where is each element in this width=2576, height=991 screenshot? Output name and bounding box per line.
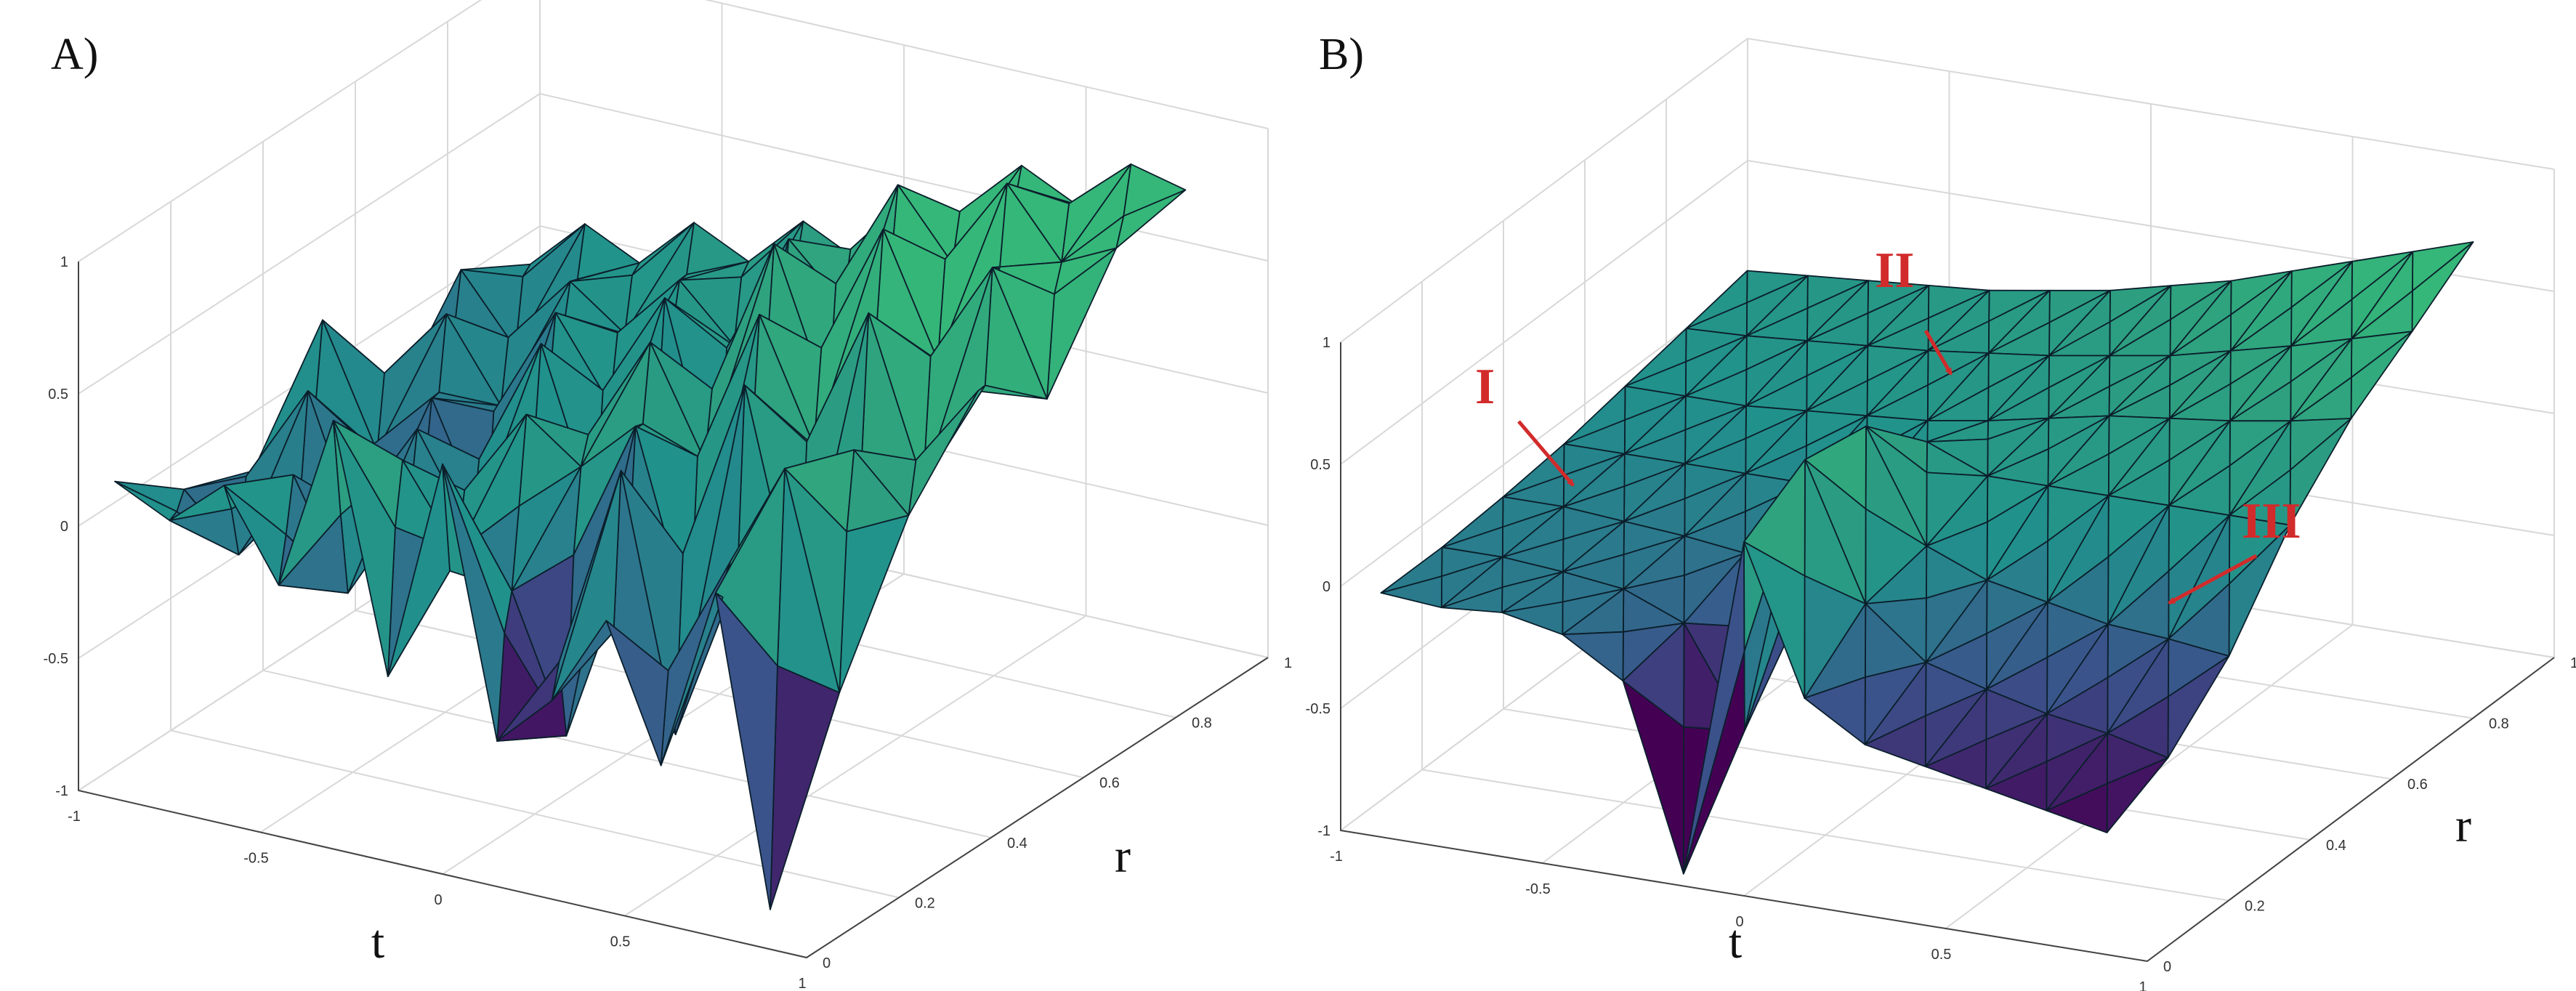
panel-b-z-tick-label: 1 <box>1323 335 1331 351</box>
panel-a-surface-facet <box>169 485 233 522</box>
panel-a-y-tick-label: 0.4 <box>1007 836 1027 852</box>
panel-b-y-axis-label: r <box>2455 799 2471 852</box>
panel-a-z-tick-label: 1 <box>60 254 68 270</box>
panel-a-grid-line <box>78 0 1269 262</box>
annotation-i-arrow <box>1517 420 1575 487</box>
panel-b-surface-facet <box>2046 782 2108 833</box>
panel-b-surface-facet <box>1985 761 2048 812</box>
panel-b-axis-frame <box>1340 342 2555 963</box>
panel-a-x-tick-label: 0 <box>434 892 442 908</box>
panel-a-y-tick-label: 0.8 <box>1192 716 1212 732</box>
annotation-ii-arrow <box>1923 329 1953 376</box>
panel-b-y-tick-label: 0.4 <box>2326 838 2346 854</box>
panel-a-axis-frame <box>78 262 1269 959</box>
panel-a-grid-line <box>262 669 992 838</box>
annotation-i-label: I <box>1475 359 1495 415</box>
panel-b-grid-line <box>1503 708 2311 841</box>
panel-b-surface <box>1380 241 2474 875</box>
panel-a-z-tick-label: -1 <box>55 783 68 799</box>
annotation-ii: II <box>1875 243 1953 376</box>
panel-a-surface-facet <box>442 463 506 742</box>
panel-b-surface-facet <box>1743 541 1806 699</box>
panel-b-y-tick-label: 0 <box>2163 959 2171 975</box>
panel-a-z-tick-label: -0.5 <box>44 651 68 667</box>
panel-a-x-tick-label: 1 <box>798 976 806 991</box>
panel-a-surface-facet <box>387 463 451 677</box>
panel-a-y-tick-label: 0.2 <box>915 895 935 911</box>
panel-a-surface-facet <box>770 665 841 910</box>
panel-b-surface-facet <box>1924 739 1987 790</box>
annotation-iii-label: III <box>2242 493 2301 549</box>
annotation-iii-arrow <box>2168 554 2258 605</box>
panel-a-grid-line <box>623 615 1087 917</box>
panel-a-y-tick-label: 1 <box>1284 655 1292 671</box>
annotation-ii-label: II <box>1875 243 1914 299</box>
panel-b-z-tick-label: 0 <box>1323 579 1331 595</box>
panel-b-surface-facet <box>1864 715 1927 767</box>
panel-b-z-tick-label: 0.5 <box>1310 457 1331 473</box>
panel-b-label: B) <box>1319 30 1364 79</box>
panel-b-x-tick-label: 0.5 <box>1931 947 1952 963</box>
panel-b-x-tick-label: -1 <box>1330 849 1343 865</box>
panel-b-y-tick-label: 1 <box>2570 655 2576 671</box>
panel-b-y-tick-label: 0.2 <box>2245 898 2265 914</box>
panel-a-surface-facet <box>332 419 396 677</box>
panel-a-z-tick-label: 0.5 <box>48 387 68 403</box>
panel-a-surface-facet <box>114 480 178 522</box>
panel-b-x-tick-label: 1 <box>2139 979 2147 991</box>
panel-b-z-tick-label: -1 <box>1317 823 1331 839</box>
panel-a-x-tick-label: -1 <box>68 809 81 825</box>
panel-b-grid-line <box>1340 159 2555 465</box>
panel-b-x-tick-label: -0.5 <box>1525 881 1550 897</box>
panel-a-surface-facet <box>839 514 910 694</box>
panel-b-grid-line <box>1340 37 2555 343</box>
panel-b-surface-facet <box>1501 601 1564 636</box>
panel-b-surface-facet <box>1380 575 1442 609</box>
panel-a-x-axis-label: t <box>371 915 384 968</box>
panel-a-surface-facet <box>223 485 287 586</box>
panel-a-z-tick-label: 0 <box>60 519 68 535</box>
panel-a-label: A) <box>51 30 98 79</box>
panel-a-surface-facet <box>660 592 724 766</box>
panel-a-x-tick-label: -0.5 <box>243 851 268 867</box>
panel-b-surface-facet <box>1804 676 1866 745</box>
panel-b-x-tick-label: 0 <box>1735 914 1743 930</box>
panel-b-y-tick-label: 0.8 <box>2489 716 2509 732</box>
annotation-iii: III <box>2168 493 2301 605</box>
panel-a-ticks: -1 -0.5 0 0.5 1 0 0.2 0.4 0.6 0.8 1 1 0.5 0 -0.5 -1 <box>44 254 1293 991</box>
annotation-i: I <box>1475 359 1575 487</box>
panel-a-surface-facet <box>605 620 669 766</box>
panel-a-grid-line <box>355 610 1084 779</box>
panel-b-grid-line <box>1421 769 2229 902</box>
panel-a-surface-facet <box>714 592 778 910</box>
panel-a-surface-facet <box>496 661 560 742</box>
panel-b-x-axis-label: t <box>1729 915 1742 968</box>
panel-a-y-tick-label: 0.6 <box>1099 775 1120 791</box>
panel-a-x-tick-label: 0.5 <box>610 934 631 950</box>
panel-b-surface-facet <box>1440 586 1503 613</box>
panel-b-ticks: -1 -0.5 0 0.5 1 0 0.2 0.4 0.6 0.8 1 1 0.5 0 -0.5 -1 <box>1306 335 2576 991</box>
panel-a-surface <box>114 163 1187 910</box>
panel-a-surface-facet <box>278 419 342 586</box>
panel-b-z-tick-label: -0.5 <box>1306 701 1331 717</box>
panel-b-surface-facet <box>1682 541 1745 875</box>
panel-b-surface-facet <box>1562 631 1624 682</box>
panel-b-surface-facet <box>1622 680 1685 875</box>
panel-a-y-axis-label: r <box>1115 830 1131 883</box>
panel-a-y-tick-label: 0 <box>823 955 831 971</box>
panel-b-y-tick-label: 0.6 <box>2407 777 2428 793</box>
